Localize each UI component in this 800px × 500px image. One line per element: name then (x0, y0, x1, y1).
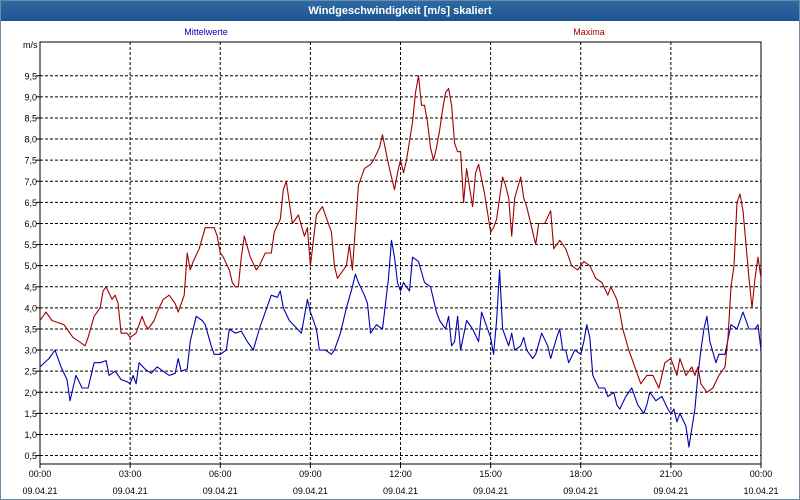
y-tick-label: 4,5 (24, 282, 37, 292)
y-tick-label: 6,5 (24, 198, 37, 208)
y-tick-label: 3,0 (24, 346, 37, 356)
x-tick-label-date: 09.04.21 (22, 486, 57, 496)
y-tick-label: 1,0 (24, 430, 37, 440)
y-tick-label: 8,5 (24, 113, 37, 123)
x-tick-label-time: 09:00 (299, 469, 322, 479)
x-tick-label-time: 03:00 (119, 469, 142, 479)
y-tick-label: 0,5 (24, 451, 37, 461)
chart-title-bar: Windgeschwindigkeit [m/s] skaliert (1, 1, 799, 21)
x-tick-label-time: 18:00 (569, 469, 592, 479)
x-tick-label-time: 21:00 (660, 469, 683, 479)
y-tick-label: 2,5 (24, 367, 37, 377)
y-tick-label: 7,0 (24, 177, 37, 187)
series-line-mittelwerte (39, 239, 762, 448)
series-label-mittelwerte: Mittelwerte (184, 27, 228, 37)
x-tick-label-time: 00:00 (29, 469, 52, 479)
x-tick-label-time: 00:00 (750, 469, 773, 479)
x-tick-label-date: 09.04.21 (563, 486, 598, 496)
y-tick-label: 7,5 (24, 156, 37, 166)
y-tick-label: 9,0 (24, 92, 37, 102)
y-tick-label: 5,0 (24, 261, 37, 271)
wind-speed-chart: 0,5 1,0 1,5 2,0 2,5 3,0 3,5 4,0 4,5 5,0 5,5 6,0 6,5 7… (22, 27, 778, 496)
x-tick-label-date: 09.04.21 (203, 486, 238, 496)
y-axis-label: m/s (23, 40, 38, 50)
x-tick-label-time: 06:00 (209, 469, 232, 479)
y-tick-label: 5,5 (24, 240, 37, 250)
y-tick-label: 9,5 (24, 71, 37, 81)
series-label-maxima: Maxima (573, 27, 605, 37)
x-tick-label-date: 09.04.21 (383, 486, 418, 496)
y-tick-label: 3,5 (24, 324, 37, 334)
x-tick-label-date: 09.04.21 (293, 486, 328, 496)
y-tick-label: 8,0 (24, 135, 37, 145)
series-line-maxima (39, 75, 762, 393)
x-tick-label-date: 09.04.21 (113, 486, 148, 496)
x-tick-label-time: 15:00 (479, 469, 502, 479)
chart-title: Windgeschwindigkeit [m/s] skaliert (308, 5, 492, 17)
plot-frame (39, 41, 762, 465)
x-tick-label-date: 09.04.21 (653, 486, 688, 496)
x-tick-label-date: 09.04.21 (473, 486, 508, 496)
x-tick-label-time: 12:00 (389, 469, 412, 479)
y-tick-label: 4,0 (24, 303, 37, 313)
y-tick-label: 2,0 (24, 388, 37, 398)
y-tick-label: 1,5 (24, 409, 37, 419)
y-tick-label: 6,0 (24, 219, 37, 229)
x-tick-label-date: 10.04.21 (743, 486, 778, 496)
